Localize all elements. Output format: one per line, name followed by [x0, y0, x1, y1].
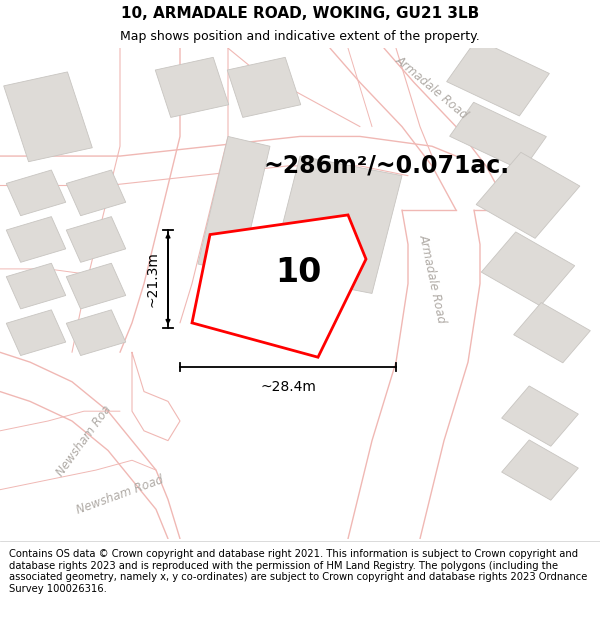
Polygon shape — [476, 152, 580, 238]
Polygon shape — [66, 310, 126, 356]
Polygon shape — [6, 263, 66, 309]
Polygon shape — [502, 440, 578, 500]
Polygon shape — [481, 232, 575, 306]
Polygon shape — [4, 72, 92, 162]
Text: ~21.3m: ~21.3m — [145, 251, 159, 307]
Text: 10, ARMADALE ROAD, WOKING, GU21 3LB: 10, ARMADALE ROAD, WOKING, GU21 3LB — [121, 6, 479, 21]
Polygon shape — [446, 39, 550, 116]
Text: ~28.4m: ~28.4m — [260, 379, 316, 394]
Polygon shape — [66, 263, 126, 309]
Polygon shape — [6, 170, 66, 216]
Text: Map shows position and indicative extent of the property.: Map shows position and indicative extent… — [120, 29, 480, 42]
Text: Newsham Roa: Newsham Roa — [54, 402, 114, 479]
Polygon shape — [6, 310, 66, 356]
Polygon shape — [270, 156, 402, 294]
Polygon shape — [215, 286, 265, 331]
Polygon shape — [192, 215, 366, 358]
Text: Armadale Road: Armadale Road — [416, 233, 448, 324]
Text: Armadale Road: Armadale Road — [393, 53, 471, 121]
Polygon shape — [66, 170, 126, 216]
Polygon shape — [155, 58, 229, 118]
Polygon shape — [66, 217, 126, 262]
Polygon shape — [227, 58, 301, 118]
Polygon shape — [449, 102, 547, 171]
Text: 10: 10 — [275, 256, 322, 289]
Polygon shape — [514, 302, 590, 363]
Text: ~286m²/~0.071ac.: ~286m²/~0.071ac. — [264, 154, 510, 178]
Polygon shape — [198, 136, 270, 274]
Polygon shape — [6, 217, 66, 262]
Polygon shape — [502, 386, 578, 446]
Text: Newsham Road: Newsham Road — [74, 472, 166, 516]
Text: Contains OS data © Crown copyright and database right 2021. This information is : Contains OS data © Crown copyright and d… — [9, 549, 587, 594]
